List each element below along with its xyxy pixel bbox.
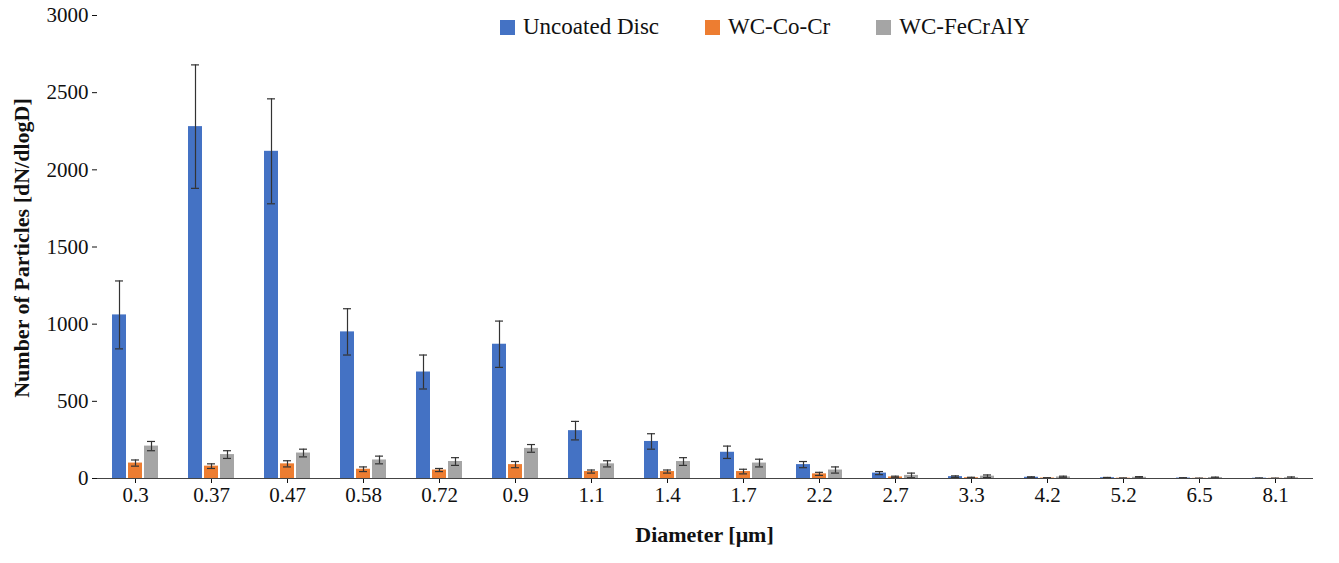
svg-text:2500: 2500 [47,80,89,104]
svg-text:2.2: 2.2 [806,483,832,507]
html-text:Number of Particles [dN/dlogD]: Number of Particles [dN/dlogD] [9,98,34,398]
html-text:Diameter [μm]: Diameter [μm] [635,522,774,547]
html-text:WC-FeCrAlY: WC-FeCrAlY [899,14,1030,39]
svg-text:0.37: 0.37 [193,483,230,507]
svg-text:0.3: 0.3 [122,483,148,507]
svg-text:1.1: 1.1 [578,483,604,507]
svg-text:500: 500 [57,389,89,413]
svg-text:1.7: 1.7 [730,483,756,507]
svg-text:1.4: 1.4 [654,483,681,507]
html-text:WC-Co-Cr: WC-Co-Cr [728,14,831,39]
svg-text:6.5: 6.5 [1186,483,1212,507]
svg-text:1000: 1000 [47,312,89,336]
svg-text:2.7: 2.7 [882,483,908,507]
svg-text:2000: 2000 [47,158,89,182]
svg-text:0.72: 0.72 [421,483,458,507]
svg-text:0.9: 0.9 [502,483,528,507]
svg-text:3000: 3000 [47,3,89,27]
svg-text:0.47: 0.47 [269,483,306,507]
svg-text:3.3: 3.3 [958,483,984,507]
svg-text:5.2: 5.2 [1110,483,1136,507]
svg-text:4.2: 4.2 [1034,483,1060,507]
svg-text:1500: 1500 [47,235,89,259]
svg-text:0: 0 [78,466,89,490]
svg-text:0.58: 0.58 [345,483,382,507]
html-text:Uncoated Disc: Uncoated Disc [523,14,659,39]
svg-text:8.1: 8.1 [1262,483,1288,507]
